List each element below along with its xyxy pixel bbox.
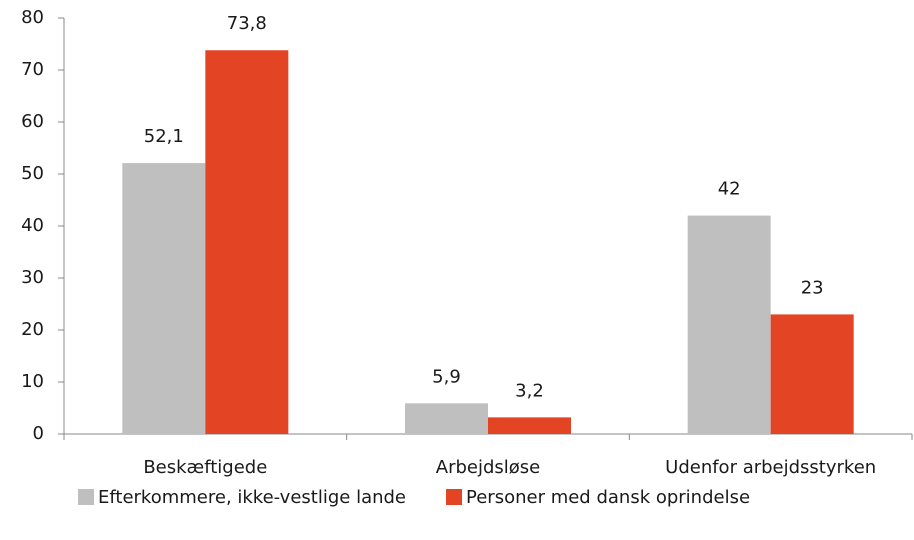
y-tick-label: 40 — [21, 215, 44, 236]
value-label: 3,2 — [515, 380, 544, 401]
y-tick-label: 60 — [21, 111, 44, 132]
bar — [122, 163, 206, 434]
legend-label: Efterkommere, ikke-vestlige lande — [98, 487, 406, 508]
bar — [405, 403, 488, 434]
y-tick-label: 30 — [21, 267, 44, 288]
y-tick-label: 50 — [21, 163, 44, 184]
y-tick-label: 0 — [33, 423, 44, 444]
y-tick-label: 80 — [21, 7, 44, 28]
value-label: 52,1 — [144, 126, 184, 147]
value-label: 23 — [801, 277, 824, 298]
bar — [770, 314, 854, 434]
value-label: 5,9 — [432, 366, 461, 387]
bar — [687, 215, 771, 434]
legend-label: Personer med dansk oprindelse — [466, 487, 750, 508]
y-tick-label: 70 — [21, 59, 44, 80]
value-label: 73,8 — [227, 13, 267, 34]
y-tick-label: 10 — [21, 371, 44, 392]
x-tick-label: Arbejdsløse — [436, 457, 540, 478]
x-tick-label: Beskæftigede — [143, 457, 267, 478]
legend-swatch — [446, 489, 463, 505]
bar — [488, 417, 571, 434]
value-label: 42 — [718, 179, 741, 200]
y-tick-label: 20 — [21, 319, 44, 340]
x-tick-label: Udenfor arbejdsstyrken — [665, 457, 876, 478]
legend-swatch — [78, 489, 94, 505]
bar — [205, 50, 289, 435]
